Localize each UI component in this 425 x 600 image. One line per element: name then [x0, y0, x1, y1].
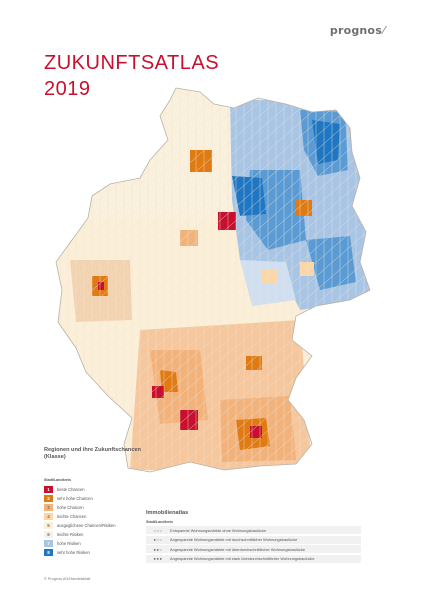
- legend-subtitle: Stadt/Landkreis: [44, 478, 71, 482]
- legend-swatch: 1: [44, 486, 53, 493]
- legend-item: 8 sehr hohe Risiken: [44, 548, 154, 557]
- legend-swatch: 5: [44, 522, 53, 529]
- legend-label: beste Chancen: [57, 487, 85, 492]
- copyright-footnote: © Prognos AG/Handelsblatt: [44, 577, 91, 581]
- logo-text: prognos: [329, 24, 382, 37]
- legend-item: 1 beste Chancen: [44, 485, 154, 494]
- legend-swatch: 4: [44, 513, 53, 520]
- legend-item: 4 leichte Chancen: [44, 512, 154, 521]
- dots-icon: ●●●: [153, 556, 163, 561]
- legend-swatch: 8: [44, 549, 53, 556]
- immobilienatlas-title: Immobilienatlas: [146, 510, 189, 516]
- legend-item: 6 leichte Risiken: [44, 530, 154, 539]
- legend-title: Regionen und ihre Zukunftschancen (Klass…: [44, 447, 141, 460]
- map-regions: [56, 88, 370, 472]
- immobilienatlas-item: ●○○ Angespannte Wohnungsmärkte mit durchs…: [146, 535, 361, 544]
- legend-swatch: 2: [44, 495, 53, 502]
- dots-icon: ●○○: [153, 537, 163, 542]
- page-title: ZUKUNFTSATLAS: [44, 52, 220, 74]
- page-title-year: 2019: [44, 78, 91, 100]
- immobilienatlas-item: ●●● Angespannte Wohnungsmärkte mit stark …: [146, 554, 361, 563]
- germany-outline: [55, 87, 371, 473]
- legend-label: ausgeglichene Chancen/Risiken: [57, 523, 116, 528]
- dots-icon: ●●○: [153, 546, 163, 552]
- legend-item: 5 ausgeglichene Chancen/Risiken: [44, 521, 154, 530]
- immobilienatlas-item: ○○○ Entspannte Wohnungsmärkte ohne Wohnun…: [146, 526, 361, 534]
- legend-label: sehr hohe Risiken: [57, 550, 90, 555]
- legend-item: 3 hohe Chancen: [44, 503, 154, 512]
- legend-label: hohe Risiken: [57, 541, 81, 546]
- legend-item: 7 hohe Risiken: [44, 539, 154, 548]
- legend-label: leichte Risiken: [57, 532, 84, 537]
- prognos-logo: prognos⁄: [330, 24, 385, 37]
- immobilienatlas-label: Angespannte Wohnungsmärkte mit überdurch…: [170, 546, 306, 552]
- map-region-borders: [56, 88, 370, 472]
- legend-swatch: 7: [44, 540, 53, 547]
- immobilienatlas-label: Entspannte Wohnungsmärkte ohne Wohnungsb…: [170, 527, 267, 533]
- dots-icon: ○○○: [153, 527, 163, 533]
- legend-label: hohe Chancen: [57, 505, 84, 510]
- legend-label: leichte Chancen: [57, 514, 87, 519]
- logo-slash-icon: ⁄: [382, 24, 385, 37]
- legend-swatch: 3: [44, 504, 53, 511]
- legend-swatch: 6: [44, 531, 53, 538]
- legend-label: sehr hohe Chancen: [57, 496, 93, 501]
- immobilienatlas-list: ○○○ Entspannte Wohnungsmärkte ohne Wohnun…: [146, 526, 361, 564]
- immobilienatlas-item: ●●○ Angespannte Wohnungsmärkte mit überdu…: [146, 545, 361, 553]
- immobilienatlas-label: Angespannte Wohnungsmärkte mit stark übe…: [170, 556, 315, 561]
- immobilienatlas-subtitle: Stadt/Landkreis: [146, 520, 173, 524]
- immobilienatlas-label: Angespannte Wohnungsmärkte mit durchschn…: [170, 537, 298, 542]
- legend-list: 1 beste Chancen 2 sehr hohe Chancen 3 hohe Ch…: [44, 485, 154, 557]
- legend-item: 2 sehr hohe Chancen: [44, 494, 154, 503]
